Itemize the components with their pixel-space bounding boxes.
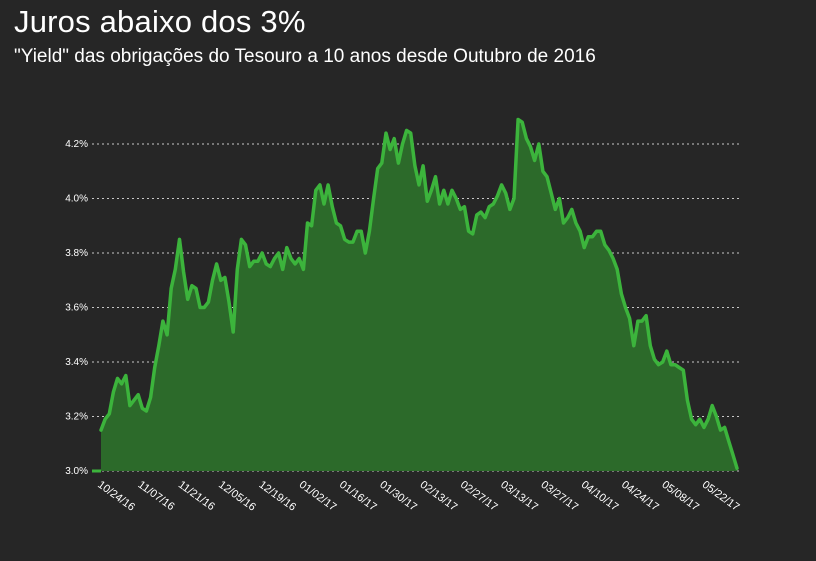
chart-title: Juros abaixo dos 3% [14, 4, 306, 39]
x-tick-label: 03/27/17 [539, 479, 581, 514]
y-axis-ticks: 3.0% 3.2% 3.4% 3.6% 3.8% 4.0% 4.2% [65, 139, 88, 477]
x-tick-label: 04/10/17 [579, 479, 621, 514]
x-tick-label: 04/24/17 [619, 479, 661, 514]
yield-series-line [99, 117, 739, 471]
yield-area [101, 119, 737, 471]
area-layer [101, 119, 737, 471]
x-tick-label: 11/07/16 [136, 479, 177, 513]
chart-subtitle: "Yield" das obrigações do Tesouro a 10 a… [14, 46, 596, 67]
line-layer [92, 117, 739, 473]
x-tick-label: 02/13/17 [418, 479, 460, 514]
y-tick-label: 3.4% [65, 357, 88, 368]
y-tick-label: 3.6% [65, 303, 88, 314]
x-tick-label: 02/27/17 [458, 479, 500, 514]
x-tick-label: 10/24/16 [95, 479, 137, 514]
y-tick-label: 3.2% [65, 412, 88, 423]
y-tick-label: 4.0% [65, 194, 88, 205]
x-tick-label: 03/13/17 [498, 479, 540, 514]
y-tick-label: 4.2% [65, 139, 88, 150]
x-tick-label: 05/08/17 [659, 479, 701, 514]
x-tick-label: 01/30/17 [377, 479, 419, 514]
x-tick-label: 01/02/17 [297, 479, 339, 514]
y-tick-label: 3.8% [65, 248, 88, 259]
y-tick-label: 3.0% [65, 466, 88, 477]
x-tick-label: 01/16/17 [337, 479, 379, 514]
x-tick-label: 11/21/16 [176, 479, 217, 513]
x-tick-label: 05/22/17 [700, 479, 742, 514]
x-tick-label: 12/19/16 [256, 479, 298, 514]
x-tick-label: 12/05/16 [216, 479, 258, 514]
